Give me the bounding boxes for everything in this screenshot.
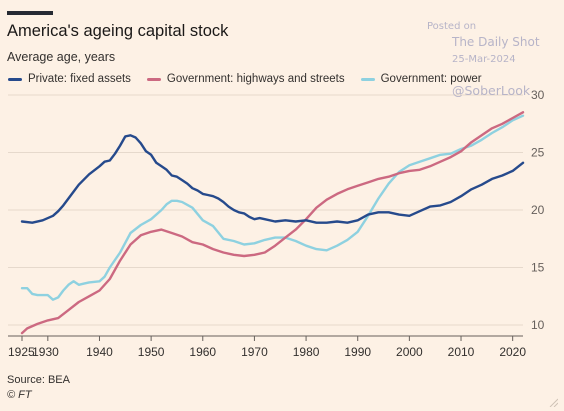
y-tick-label: 25 [531, 146, 545, 160]
source-note: Source: BEA [7, 374, 70, 386]
y-tick-label: 30 [531, 88, 545, 102]
legend-item-power: Government: power [360, 73, 482, 85]
legend-label-highways: Government: highways and streets [166, 73, 345, 85]
x-tick-label: 1940 [86, 345, 113, 359]
series-line-power [20, 114, 525, 301]
x-tick-label: 2010 [448, 345, 475, 359]
watermark-date: 25-Mar-2024 [452, 54, 516, 65]
x-tick-label: 1960 [189, 345, 216, 359]
x-tick-label: 1970 [241, 345, 268, 359]
y-axis-ticks: 10 15 20 25 30 [531, 88, 545, 332]
resize-grip-icon [549, 398, 558, 407]
legend-label-private: Private: fixed assets [28, 73, 131, 85]
ft-credit: © FT [7, 389, 32, 401]
x-tick-label: 1930 [32, 345, 59, 359]
series-line-private [20, 134, 525, 224]
series-lines [20, 111, 525, 335]
watermark-site: The Daily Shot [452, 35, 540, 49]
x-tick-label: 1990 [344, 345, 371, 359]
watermark-handle: @SoberLook [452, 83, 531, 98]
gridlines [8, 94, 523, 337]
legend-swatch-highways [146, 77, 161, 81]
y-tick-label: 20 [531, 203, 545, 217]
y-tick-label: 15 [531, 261, 545, 275]
x-tick-label: 1925 [8, 345, 35, 359]
ft-top-bar [7, 11, 53, 15]
series-line-highways [20, 111, 525, 335]
y-tick-label: 10 [531, 318, 545, 332]
x-tick-label: 2020 [499, 345, 526, 359]
x-tick-label: 2000 [396, 345, 423, 359]
legend-swatch-private [8, 77, 22, 81]
watermark-posted-on: Posted on [427, 21, 477, 32]
x-tick-label: 1980 [293, 345, 320, 359]
legend-label-power: Government: power [380, 73, 482, 85]
legend-swatch-power [360, 77, 375, 81]
chart-legend: Private: fixed assets Government: highwa… [8, 73, 498, 85]
chart-subtitle: Average age, years [7, 50, 116, 64]
legend-item-private: Private: fixed assets [8, 73, 131, 85]
chart-title: America's ageing capital stock [7, 22, 229, 40]
x-tick-label: 1950 [138, 345, 165, 359]
legend-item-highways: Government: highways and streets [146, 73, 345, 85]
